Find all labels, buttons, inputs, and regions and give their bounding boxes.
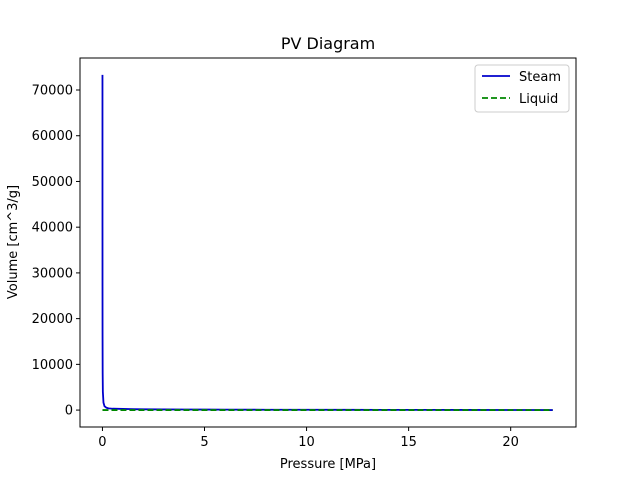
legend: Steam Liquid xyxy=(474,64,570,113)
legend-steam-label: Steam xyxy=(519,70,561,85)
y-axis-label: Volume [cm^3/g] xyxy=(6,185,21,299)
y-tick-label: 0 xyxy=(65,404,73,419)
y-tick-label: 40000 xyxy=(32,221,73,236)
y-tick-label: 50000 xyxy=(32,175,73,190)
x-tick-label: 0 xyxy=(98,435,106,450)
chart-title: PV Diagram xyxy=(281,34,375,53)
y-tick-label: 60000 xyxy=(32,129,73,144)
y-axis-ticks: 0 10000 20000 30000 40000 50000 60000 70000 xyxy=(32,84,80,419)
legend-liquid-label: Liquid xyxy=(519,92,558,107)
y-tick-label: 30000 xyxy=(32,266,73,281)
x-tick-label: 15 xyxy=(400,435,417,450)
series-line-steam xyxy=(101,74,553,411)
y-tick-label: 70000 xyxy=(32,84,73,99)
plot-area-frame xyxy=(79,57,577,428)
x-axis-label: Pressure [MPa] xyxy=(280,457,376,472)
y-tick-label: 10000 xyxy=(32,358,73,373)
y-tick-label: 20000 xyxy=(32,312,73,327)
x-tick-label: 5 xyxy=(200,435,208,450)
x-axis-ticks: 0 5 10 15 20 xyxy=(98,427,519,450)
plot-lines xyxy=(101,74,553,411)
x-tick-label: 20 xyxy=(502,435,519,450)
x-tick-label: 10 xyxy=(298,435,315,450)
